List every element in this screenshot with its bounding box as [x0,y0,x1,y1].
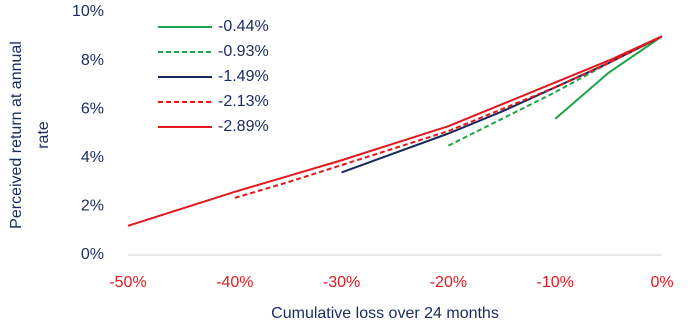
x-tick-label: -10% [537,274,574,291]
series-line [127,35,663,227]
y-tick-label: 0% [81,246,104,263]
y-tick-label: 8% [81,52,104,69]
y-axis-label: Perceived return at annual rate [8,41,52,229]
y-tick-label: 4% [81,149,104,166]
legend-label: -0.44% [218,18,269,35]
x-tick-label: -30% [323,274,360,291]
x-tick-label: -50% [109,274,146,291]
series-line [554,35,663,120]
legend-label: -1.49% [218,68,269,85]
x-tick-label: -20% [430,274,467,291]
legend-label: -0.93% [218,43,269,60]
y-tick-label: 10% [72,3,104,20]
x-tick-label: -40% [216,274,253,291]
y-tick-label: 6% [81,100,104,117]
series-line [234,35,663,199]
legend-label: -2.13% [218,93,269,110]
legend-label: -2.89% [218,118,269,135]
series-line [341,35,663,174]
x-tick-label: 0% [650,274,673,291]
y-tick-label: 2% [81,198,104,215]
x-axis-label: Cumulative loss over 24 months [271,305,499,322]
